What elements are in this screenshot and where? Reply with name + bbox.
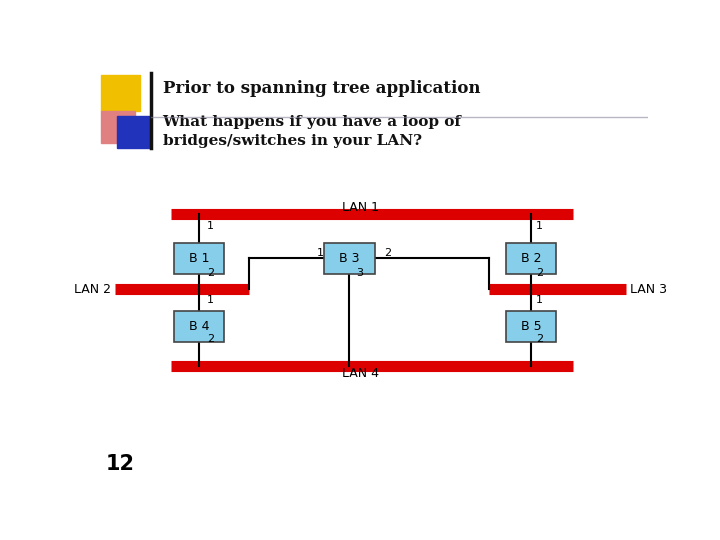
- FancyBboxPatch shape: [174, 311, 224, 342]
- Text: LAN 2: LAN 2: [74, 283, 111, 296]
- Text: B 5: B 5: [521, 320, 541, 333]
- Text: 1: 1: [207, 221, 214, 231]
- FancyBboxPatch shape: [505, 311, 556, 342]
- Text: B 4: B 4: [189, 320, 209, 333]
- Text: LAN 3: LAN 3: [629, 283, 667, 296]
- Text: LAN 1: LAN 1: [342, 200, 379, 213]
- Text: B 2: B 2: [521, 252, 541, 265]
- Text: 1: 1: [316, 248, 323, 258]
- Text: LAN 4: LAN 4: [342, 367, 379, 380]
- Text: Prior to spanning tree application: Prior to spanning tree application: [163, 80, 480, 97]
- FancyBboxPatch shape: [174, 242, 224, 274]
- Text: 1: 1: [536, 221, 544, 231]
- Text: 12: 12: [106, 454, 135, 474]
- FancyBboxPatch shape: [324, 242, 374, 274]
- FancyBboxPatch shape: [505, 242, 556, 274]
- Bar: [101, 111, 135, 143]
- Text: 2: 2: [207, 268, 214, 278]
- Text: What happens if you have a loop of
bridges/switches in your LAN?: What happens if you have a loop of bridg…: [163, 114, 462, 148]
- Text: 2: 2: [536, 334, 544, 344]
- Text: B 3: B 3: [339, 252, 360, 265]
- Text: 1: 1: [207, 295, 214, 305]
- Bar: [101, 75, 140, 111]
- Text: B 1: B 1: [189, 252, 209, 265]
- Text: 1: 1: [536, 295, 544, 305]
- Text: 3: 3: [356, 268, 364, 278]
- Bar: [117, 116, 151, 148]
- Text: 2: 2: [536, 268, 544, 278]
- Text: 2: 2: [207, 334, 214, 344]
- Text: 2: 2: [384, 248, 391, 258]
